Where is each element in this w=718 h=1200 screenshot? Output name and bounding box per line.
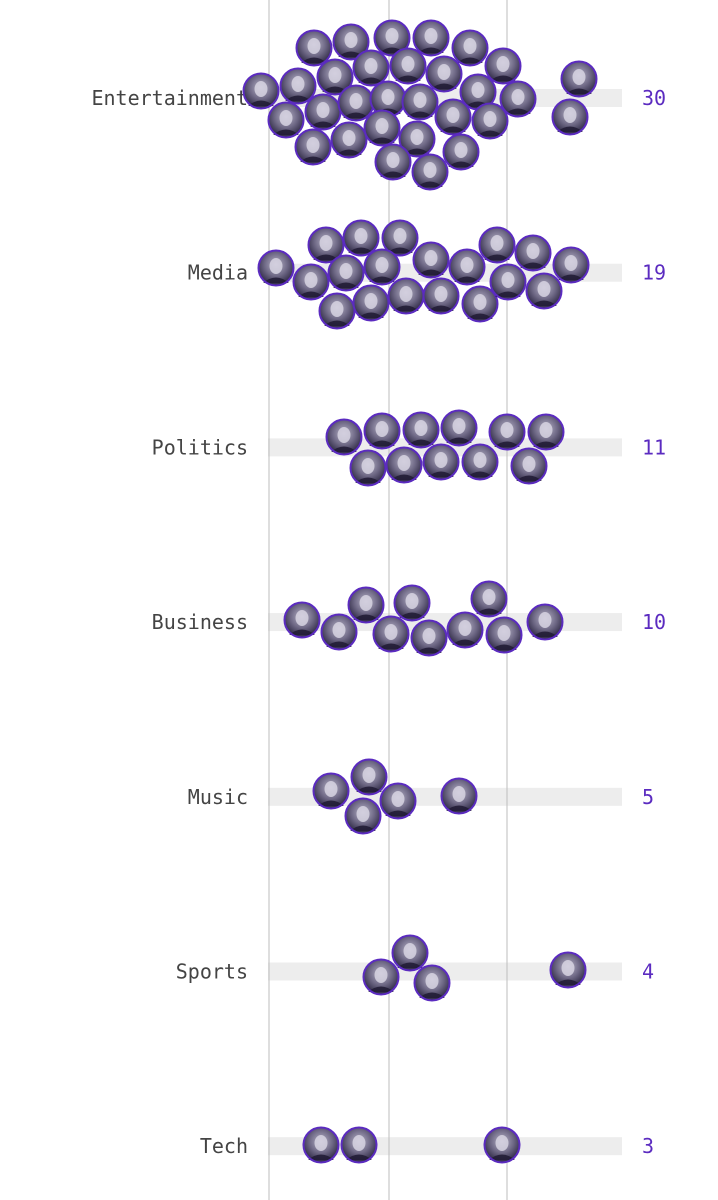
category-label: Music [188, 785, 248, 809]
portrait-marker[interactable] [242, 72, 280, 110]
portrait-marker[interactable] [344, 797, 382, 835]
portrait-marker[interactable] [337, 84, 375, 122]
count-label: 10 [642, 610, 666, 634]
portrait-marker[interactable] [411, 153, 449, 191]
portrait-marker[interactable] [295, 29, 333, 67]
portrait-marker[interactable] [425, 55, 463, 93]
portrait-marker[interactable] [257, 249, 295, 287]
portrait-marker[interactable] [551, 98, 589, 136]
portrait-marker[interactable] [549, 951, 587, 989]
category-labels: Entertainment Media Politics Business Music S… [91, 86, 248, 1158]
portrait-marker[interactable] [325, 418, 363, 456]
portrait-marker[interactable] [434, 98, 472, 136]
portrait-marker[interactable] [422, 443, 460, 481]
portrait-marker[interactable] [327, 254, 365, 292]
portrait-marker[interactable] [381, 219, 419, 257]
portrait-marker[interactable] [320, 613, 358, 651]
portrait-markers [242, 19, 598, 1164]
category-label: Entertainment [91, 86, 248, 110]
portrait-marker[interactable] [342, 219, 380, 257]
portrait-marker[interactable] [307, 226, 345, 264]
portrait-marker[interactable] [347, 586, 385, 624]
portrait-marker[interactable] [440, 409, 478, 447]
category-label: Media [188, 261, 248, 285]
category-label: Tech [200, 1134, 248, 1158]
portrait-marker[interactable] [363, 412, 401, 450]
portrait-marker[interactable] [283, 601, 321, 639]
portrait-marker[interactable] [352, 49, 390, 87]
portrait-marker[interactable] [398, 120, 436, 158]
portrait-marker[interactable] [387, 277, 425, 315]
portrait-marker[interactable] [422, 277, 460, 315]
portrait-marker[interactable] [312, 772, 350, 810]
portrait-marker[interactable] [560, 60, 598, 98]
portrait-marker[interactable] [451, 29, 489, 67]
portrait-marker[interactable] [350, 758, 388, 796]
portrait-marker[interactable] [393, 584, 431, 622]
portrait-marker[interactable] [552, 246, 590, 284]
count-label: 19 [642, 261, 666, 285]
portrait-marker[interactable] [470, 580, 508, 618]
portrait-marker[interactable] [279, 67, 317, 105]
portrait-marker[interactable] [332, 23, 370, 61]
portrait-marker[interactable] [401, 83, 439, 121]
portrait-marker[interactable] [440, 777, 478, 815]
portrait-marker[interactable] [485, 616, 523, 654]
portrait-marker[interactable] [352, 284, 390, 322]
count-label: 30 [642, 86, 666, 110]
count-label: 4 [642, 960, 654, 984]
portrait-marker[interactable] [446, 611, 484, 649]
portrait-marker[interactable] [389, 47, 427, 85]
portrait-marker[interactable] [483, 1126, 521, 1164]
portrait-marker[interactable] [302, 1126, 340, 1164]
portrait-marker[interactable] [304, 93, 342, 131]
portrait-marker[interactable] [412, 241, 450, 279]
count-label: 3 [642, 1134, 654, 1158]
portrait-marker[interactable] [484, 47, 522, 85]
portrait-marker[interactable] [349, 449, 387, 487]
portrait-marker[interactable] [267, 101, 305, 139]
portrait-marker[interactable] [526, 603, 564, 641]
portrait-marker[interactable] [391, 934, 429, 972]
portrait-marker[interactable] [374, 143, 412, 181]
portrait-marker[interactable] [385, 446, 423, 484]
category-label: Business [152, 610, 248, 634]
portrait-marker[interactable] [292, 263, 330, 301]
portrait-marker[interactable] [363, 248, 401, 286]
portrait-marker[interactable] [525, 272, 563, 310]
portrait-marker[interactable] [316, 58, 354, 96]
count-labels: 30 19 11 10 5 4 3 [642, 86, 666, 1158]
count-label: 11 [642, 435, 666, 459]
portrait-marker[interactable] [461, 443, 499, 481]
portrait-marker[interactable] [372, 615, 410, 653]
portrait-marker[interactable] [402, 411, 440, 449]
portrait-marker[interactable] [413, 964, 451, 1002]
portrait-marker[interactable] [478, 226, 516, 264]
portrait-marker[interactable] [489, 263, 527, 301]
portrait-marker[interactable] [499, 80, 537, 118]
portrait-marker[interactable] [442, 133, 480, 171]
portrait-marker[interactable] [379, 782, 417, 820]
category-label: Politics [152, 435, 248, 459]
category-label: Sports [176, 960, 248, 984]
portrait-marker[interactable] [363, 109, 401, 147]
portrait-marker[interactable] [294, 128, 332, 166]
portrait-marker[interactable] [459, 73, 497, 111]
portrait-marker[interactable] [514, 234, 552, 272]
portrait-marker[interactable] [410, 619, 448, 657]
portrait-marker[interactable] [448, 248, 486, 286]
portrait-marker[interactable] [510, 447, 548, 485]
portrait-marker[interactable] [488, 413, 526, 451]
portrait-marker[interactable] [318, 292, 356, 330]
portrait-marker[interactable] [471, 102, 509, 140]
portrait-marker[interactable] [412, 19, 450, 57]
portrait-marker[interactable] [527, 413, 565, 451]
portrait-marker[interactable] [330, 121, 368, 159]
portrait-marker[interactable] [340, 1126, 378, 1164]
portrait-marker[interactable] [362, 958, 400, 996]
portrait-marker[interactable] [461, 285, 499, 323]
count-label: 5 [642, 785, 654, 809]
